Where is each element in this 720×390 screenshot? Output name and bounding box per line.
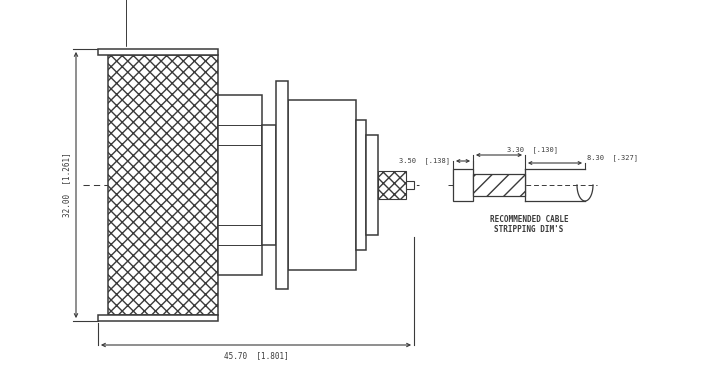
Bar [98, 49, 218, 55]
Bar [262, 125, 276, 245]
Bar [473, 174, 525, 196]
Bar [288, 100, 356, 270]
Bar [276, 81, 288, 289]
Text: RECOMMENDED CABLE: RECOMMENDED CABLE [490, 215, 568, 224]
Bar [453, 169, 473, 201]
Text: 3.30  [.130]: 3.30 [.130] [507, 146, 558, 153]
Text: 3.50  [.138]: 3.50 [.138] [399, 158, 450, 164]
Text: 8.30  [.327]: 8.30 [.327] [587, 154, 638, 161]
Text: M29XP1.5: M29XP1.5 [126, 0, 186, 46]
Bar [108, 55, 218, 315]
Text: STRIPPING DIM'S: STRIPPING DIM'S [495, 225, 564, 234]
Bar [218, 95, 262, 275]
Text: 45.70  [1.801]: 45.70 [1.801] [224, 351, 289, 360]
Bar [98, 315, 218, 321]
Text: 32.00  [1.261]: 32.00 [1.261] [62, 152, 71, 217]
Bar [406, 181, 414, 189]
Bar [356, 120, 366, 250]
Bar [453, 183, 481, 187]
Bar [366, 135, 378, 235]
Bar [378, 171, 406, 199]
